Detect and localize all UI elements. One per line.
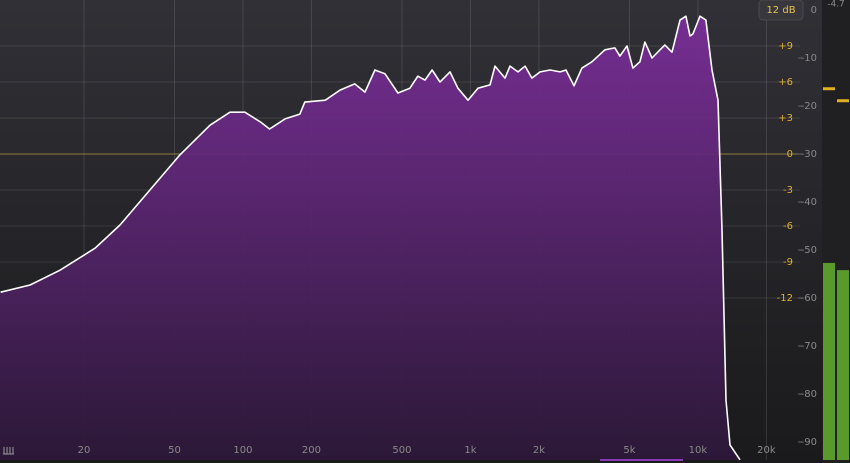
y2-tick-label: +9 xyxy=(778,41,793,52)
meter-bar xyxy=(837,270,849,460)
x-tick-label: 500 xyxy=(392,445,411,456)
spectrum-fill xyxy=(0,16,740,460)
y2-tick-label: 0 xyxy=(787,149,793,160)
y2-tick-label: -9 xyxy=(783,257,793,268)
x-tick-label: 5k xyxy=(623,445,635,456)
y-tick-label: -40 xyxy=(801,197,817,208)
y2-tick-label: -3 xyxy=(783,185,793,196)
meter-peak-hold xyxy=(823,87,835,91)
plot xyxy=(0,15,849,461)
y-tick-label: -50 xyxy=(801,245,817,256)
x-tick-label: 100 xyxy=(233,445,252,456)
x-tick-label: 1k xyxy=(464,445,476,456)
meter-peak-hold xyxy=(837,99,849,103)
x-tick-label: 10k xyxy=(689,445,708,456)
y2-tick-label: -12 xyxy=(777,293,793,304)
labels: 20 50 100 200 500 1k 2k 5k 10k 20k +9 +6 +3 0 -3 -6 -9 -1… xyxy=(78,5,817,456)
x-tick-label: 20k xyxy=(757,445,776,456)
y-tick-label: -20 xyxy=(801,101,817,112)
y-tick-label: -70 xyxy=(801,341,817,352)
x-tick-label: 50 xyxy=(168,445,181,456)
y-tick-label: 0 xyxy=(811,5,817,16)
y-tick-label: -30 xyxy=(801,149,817,160)
piano-icon xyxy=(3,447,14,455)
range-button[interactable] xyxy=(758,0,804,21)
band-indicator xyxy=(600,459,683,461)
y2-tick-label: -6 xyxy=(783,221,793,232)
y-tick-label: -60 xyxy=(801,293,817,304)
y2-tick-label: +3 xyxy=(778,113,793,124)
y2-tick-label: +6 xyxy=(778,77,793,88)
y-tick-label: -80 xyxy=(801,389,817,400)
x-tick-label: 2k xyxy=(533,445,545,456)
y-tick-label: -10 xyxy=(801,53,817,64)
peak-readout: -4.7 xyxy=(827,0,845,10)
x-tick-label: 200 xyxy=(302,445,321,456)
spectrum-line xyxy=(0,15,741,461)
y-tick-label: -90 xyxy=(801,437,817,448)
range-button-label[interactable]: 12 dB xyxy=(766,5,795,16)
x-tick-label: 20 xyxy=(78,445,91,456)
meter-bar xyxy=(823,262,835,460)
